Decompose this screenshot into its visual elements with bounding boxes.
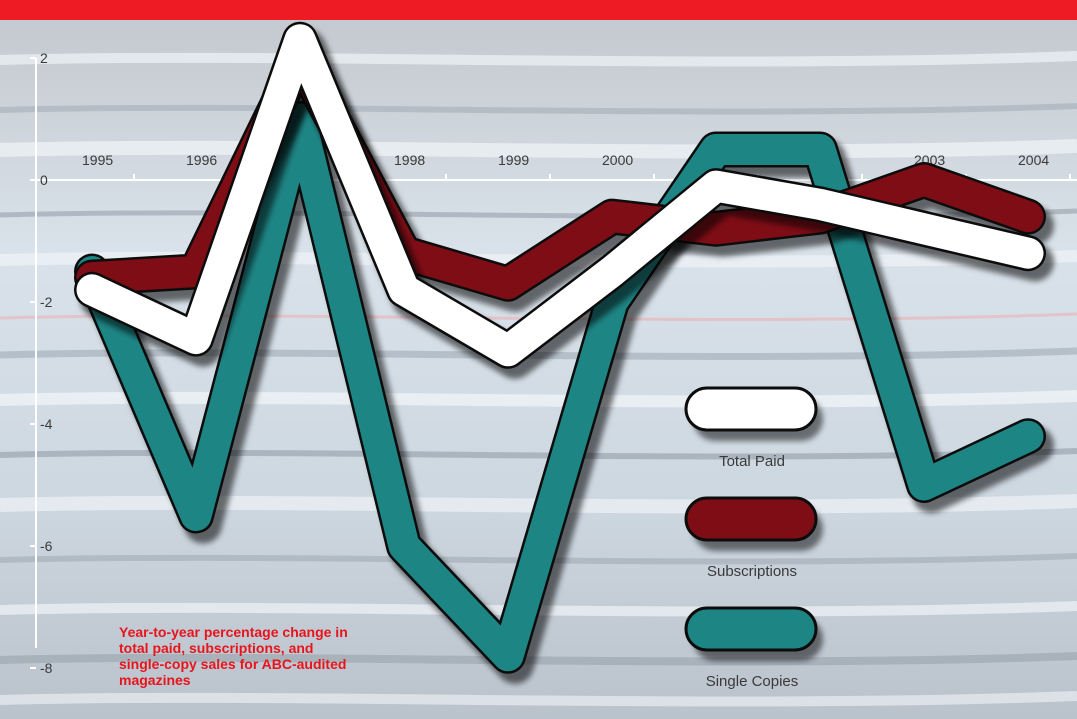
top-red-band bbox=[0, 0, 1077, 20]
chart-legend: Total Paid Subscriptions Single Copies bbox=[684, 386, 823, 690]
y-tick-label: 2 bbox=[40, 50, 48, 66]
series-line bbox=[76, 103, 1044, 672]
x-tick-label: 2004 bbox=[1018, 152, 1049, 168]
chart-annotation: Year-to-year percentage change in total … bbox=[119, 624, 348, 688]
x-tick-label: 2000 bbox=[602, 152, 633, 168]
y-tick-label: -6 bbox=[40, 538, 53, 554]
legend-label: Total Paid bbox=[719, 453, 785, 470]
background-streak bbox=[0, 103, 1077, 115]
x-tick-label: 1996 bbox=[186, 152, 217, 168]
background-streak bbox=[0, 691, 1077, 707]
legend-swatch bbox=[684, 386, 818, 432]
legend-swatch bbox=[684, 606, 818, 652]
background-streak bbox=[0, 494, 1077, 514]
y-tick-label: -2 bbox=[40, 294, 53, 310]
x-tick-label: 1998 bbox=[394, 152, 425, 168]
chart-series-lines bbox=[74, 21, 1054, 684]
legend-swatch bbox=[684, 496, 818, 542]
y-tick-label: -8 bbox=[40, 660, 53, 676]
x-tick-label: 1999 bbox=[498, 152, 529, 168]
background-streak bbox=[0, 51, 1077, 67]
background-streak bbox=[0, 139, 1077, 159]
background-streak bbox=[0, 553, 1077, 565]
legend-label: Single Copies bbox=[706, 673, 799, 690]
x-tick-label: 1995 bbox=[82, 152, 113, 168]
legend-label: Subscriptions bbox=[707, 563, 797, 580]
y-tick-label: -4 bbox=[40, 416, 53, 432]
series-line bbox=[76, 24, 1044, 367]
y-tick-label: 0 bbox=[40, 172, 48, 188]
